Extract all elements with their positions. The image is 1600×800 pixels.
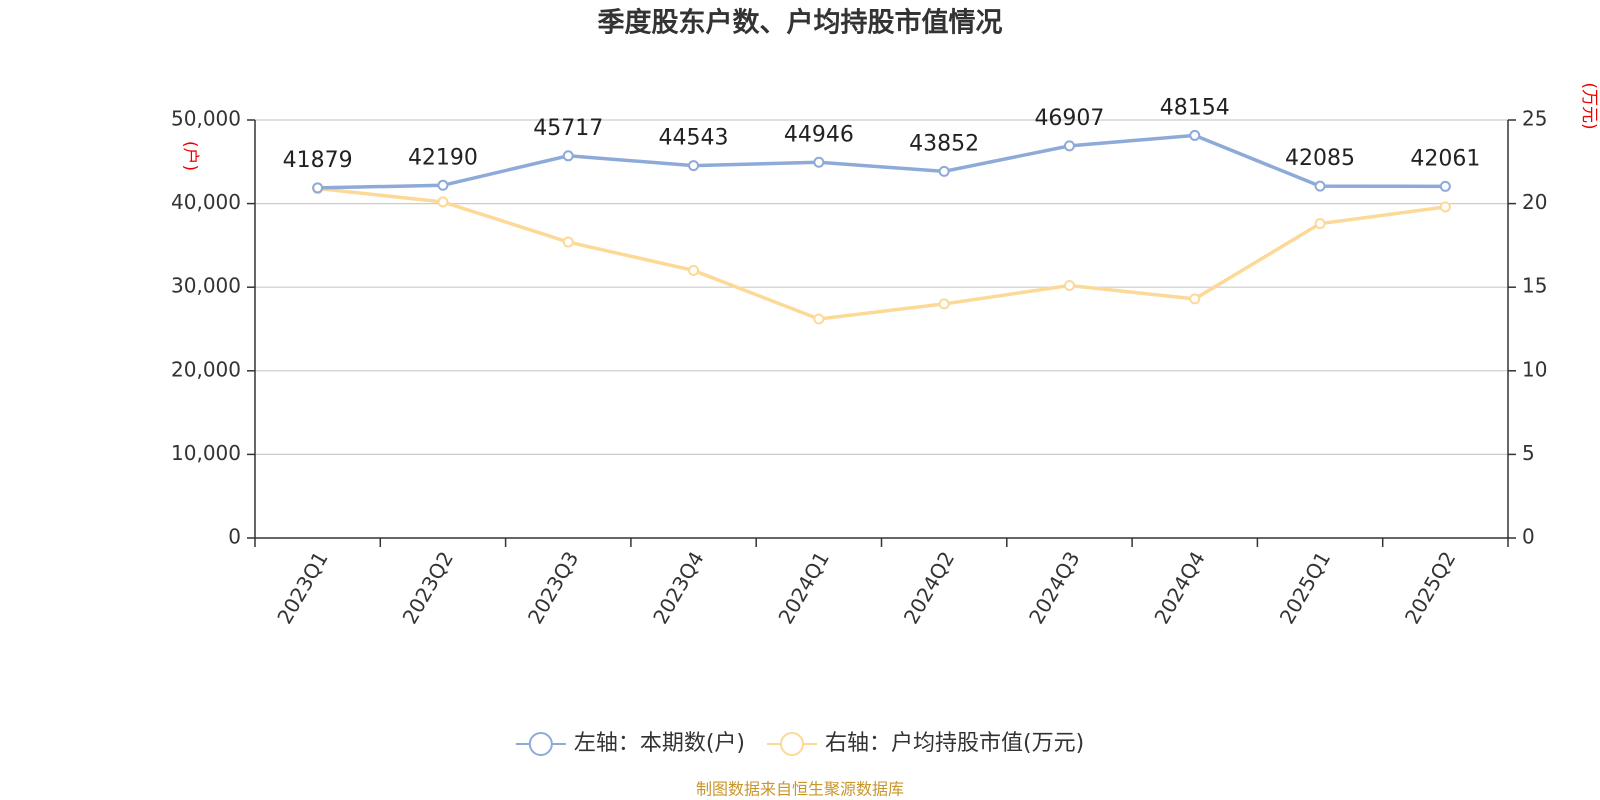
data-point — [1314, 180, 1326, 192]
x-tick-label: 2025Q1 — [1275, 547, 1335, 628]
data-label: 42085 — [1285, 146, 1355, 171]
data-point — [1063, 280, 1075, 292]
x-tick-label: 2024Q2 — [899, 547, 959, 628]
y2-tick-label: 5 — [1522, 441, 1535, 465]
x-tick-label: 2023Q4 — [648, 547, 708, 628]
y2-tick-label: 10 — [1522, 357, 1547, 381]
data-label: 42190 — [408, 145, 478, 170]
legend-label: 右轴：户均持股市值(万元) — [825, 731, 1084, 756]
y-tick-label: 10,000 — [171, 441, 241, 465]
data-point — [1314, 218, 1326, 230]
legend: 左轴：本期数(户) 右轴：户均持股市值(万元) — [515, 731, 1084, 756]
data-point — [437, 196, 449, 208]
chart-title: 季度股东户数、户均持股市值情况 — [598, 7, 1003, 39]
data-label: 42061 — [1410, 146, 1480, 171]
data-label: 44543 — [659, 126, 729, 151]
series-line — [317, 186, 1446, 321]
x-tick-label: 2023Q3 — [523, 547, 583, 628]
legend-marker — [528, 732, 553, 756]
data-point — [562, 150, 574, 162]
data-label: 48154 — [1160, 95, 1230, 120]
legend-item: 左轴：本期数(户) — [515, 731, 745, 756]
y-axis-unit: (户) — [180, 141, 200, 171]
x-tick-label: 2024Q3 — [1024, 547, 1084, 628]
data-point — [813, 313, 825, 325]
x-tick-label: 2025Q2 — [1400, 547, 1460, 628]
data-point — [813, 156, 825, 168]
legend-marker — [780, 732, 804, 756]
y2-tick-label: 25 — [1522, 107, 1547, 131]
data-point — [312, 182, 324, 194]
x-tick-label: 2023Q1 — [272, 547, 332, 628]
x-tick-label: 2023Q2 — [398, 547, 458, 628]
data-label: 46907 — [1034, 106, 1104, 131]
source-note: 制图数据来自恒生聚源数据库 — [696, 780, 904, 799]
y-tick-label: 30,000 — [171, 274, 241, 298]
data-point — [1189, 293, 1201, 305]
data-point — [938, 298, 950, 310]
y-tick-label: 0 — [228, 525, 241, 549]
data-point — [688, 160, 700, 172]
legend-label: 左轴：本期数(户) — [574, 731, 745, 756]
data-label: 44946 — [784, 122, 854, 147]
data-point — [562, 236, 574, 248]
y2-tick-label: 15 — [1522, 274, 1547, 298]
data-label: 45717 — [533, 116, 603, 141]
data-label: 43852 — [909, 131, 979, 156]
y2-tick-label: 20 — [1522, 190, 1547, 214]
y2-tick-label: 0 — [1522, 525, 1535, 549]
data-point — [1439, 201, 1451, 213]
y-tick-label: 40,000 — [171, 190, 241, 214]
y-tick-label: 50,000 — [171, 107, 241, 131]
data-point — [688, 264, 700, 276]
series-line — [317, 133, 1446, 190]
data-point — [1063, 140, 1075, 152]
y-tick-label: 20,000 — [171, 357, 241, 381]
x-tick-label: 2024Q1 — [773, 547, 833, 628]
x-tick-label: 2024Q4 — [1149, 547, 1209, 628]
data-point — [938, 165, 950, 177]
data-point — [437, 179, 449, 191]
data-label: 41879 — [283, 148, 353, 173]
y2-axis-unit: (万元) — [1579, 82, 1599, 129]
data-point — [1189, 129, 1201, 141]
data-point — [1439, 180, 1451, 192]
legend-item: 右轴：户均持股市值(万元) — [767, 731, 1084, 756]
